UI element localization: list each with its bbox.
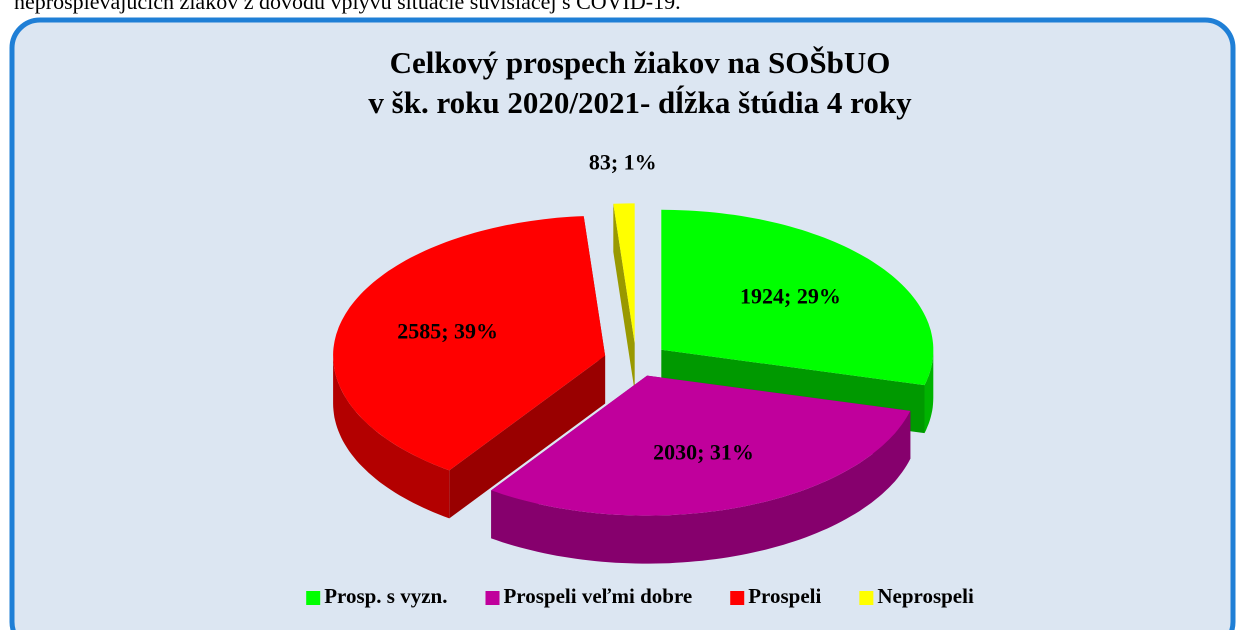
legend-label: Prospeli [748, 584, 821, 608]
legend-swatch [859, 591, 874, 605]
data-label: 2585; 39% [397, 319, 498, 344]
slice [613, 203, 635, 392]
slice-top [661, 209, 934, 386]
slice-wall [924, 349, 934, 434]
slice [491, 375, 911, 564]
header-text: neprospievajúcich žiakov z dôvodu vplyvu… [14, 0, 681, 14]
legend: Prosp. s vyzn. Prospeli veľmi dobre Prospe… [306, 584, 974, 608]
slice-wall [491, 410, 911, 564]
data-label: 1924; 29% [740, 284, 841, 309]
slice-side [449, 355, 606, 519]
legend-swatch [485, 591, 500, 605]
chart-title: Celkový prospech žiakov na SOŠbUO [390, 45, 891, 80]
chart-title: v šk. roku 2020/2021- dĺžka štúdia 4 rok… [368, 84, 912, 120]
legend-swatch [306, 591, 321, 605]
legend-label: Prospeli veľmi dobre [503, 584, 692, 608]
slice-top [333, 216, 606, 471]
slice-side [613, 203, 635, 392]
legend-label: Neprospeli [877, 584, 974, 608]
data-label: 2030; 31% [653, 439, 754, 464]
legend-label: Prosp. s vyzn. [324, 584, 447, 608]
slice-top [613, 203, 635, 344]
slice-top [491, 375, 911, 516]
pie: 1924; 29% 2030; 31% 2585; 39% 83; 1% [333, 150, 934, 564]
data-label: 83; 1% [589, 150, 657, 175]
chart-panel [9, 17, 1236, 630]
slice [333, 216, 606, 519]
slice-wall [333, 355, 450, 519]
legend-swatch [730, 591, 745, 605]
